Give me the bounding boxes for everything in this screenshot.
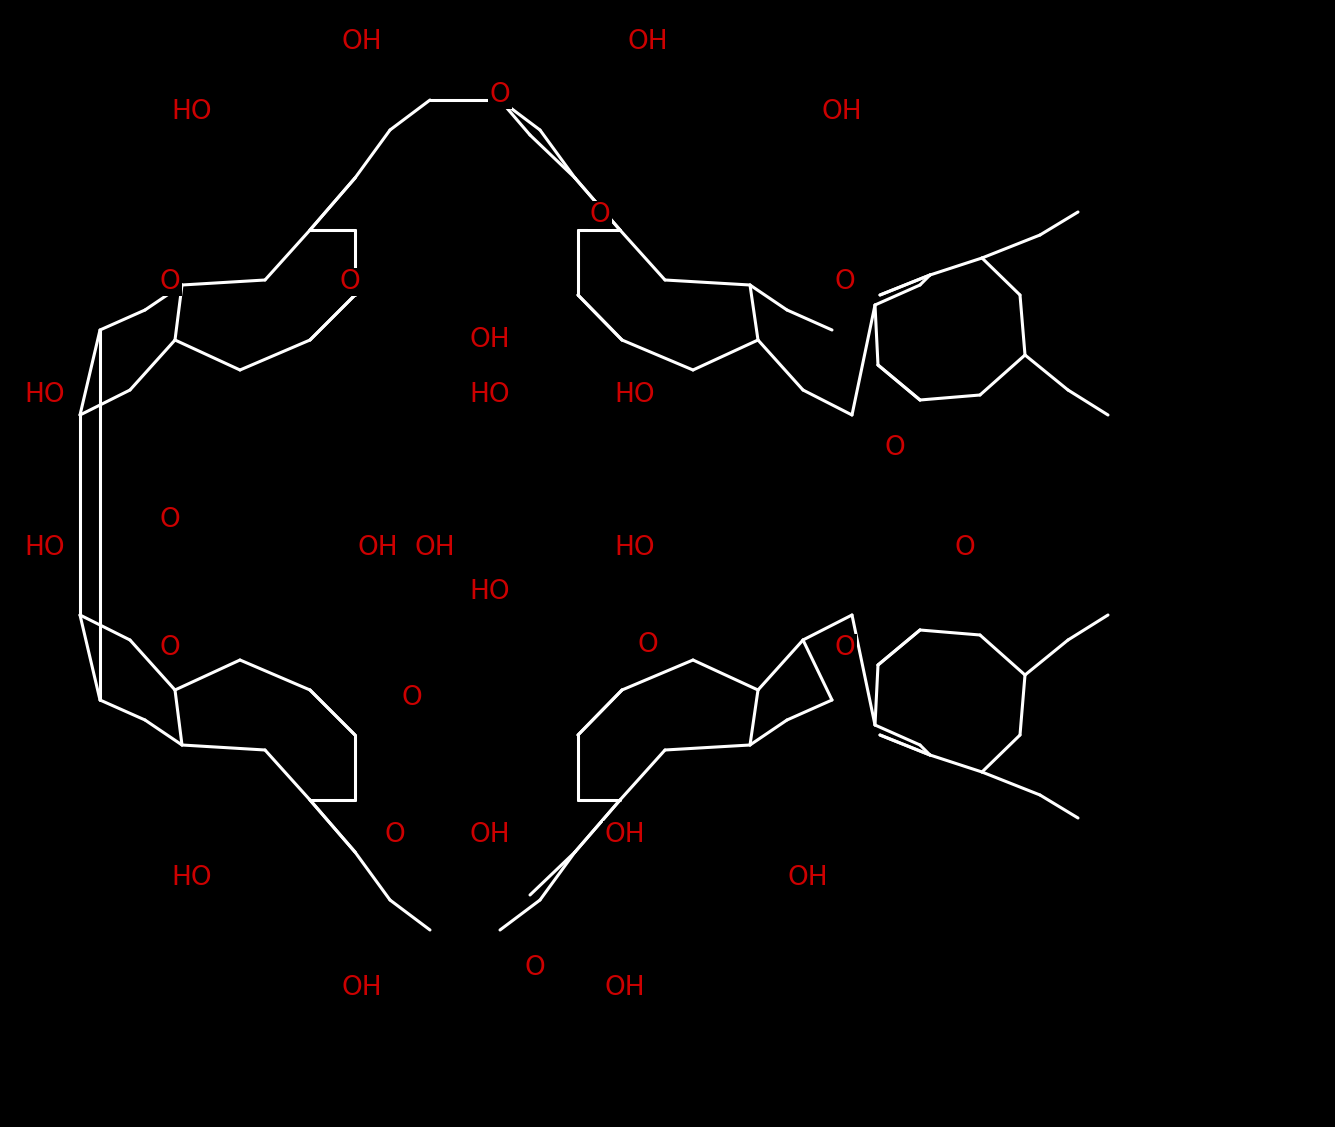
Text: O: O: [525, 955, 546, 980]
Text: HO: HO: [614, 382, 655, 408]
Text: O: O: [834, 635, 856, 662]
Text: OH: OH: [470, 822, 510, 848]
Text: O: O: [638, 632, 658, 658]
Text: OH: OH: [627, 29, 669, 55]
Text: OH: OH: [342, 29, 382, 55]
Text: HO: HO: [614, 535, 655, 561]
Text: O: O: [834, 269, 856, 295]
Text: O: O: [402, 685, 422, 711]
Text: OH: OH: [821, 99, 862, 125]
Text: HO: HO: [470, 382, 510, 408]
Text: OH: OH: [605, 975, 645, 1001]
Text: HO: HO: [172, 99, 212, 125]
Text: HO: HO: [470, 579, 510, 605]
Text: O: O: [339, 269, 360, 295]
Text: OH: OH: [605, 822, 645, 848]
Text: OH: OH: [342, 975, 382, 1001]
Text: HO: HO: [24, 382, 65, 408]
Text: HO: HO: [172, 866, 212, 891]
Text: O: O: [384, 822, 406, 848]
Text: O: O: [160, 635, 180, 662]
Text: OH: OH: [358, 535, 398, 561]
Text: HO: HO: [24, 535, 65, 561]
Text: OH: OH: [470, 327, 510, 353]
Text: O: O: [590, 202, 610, 228]
Text: O: O: [885, 435, 905, 461]
Text: O: O: [490, 82, 510, 108]
Text: O: O: [955, 535, 976, 561]
Text: OH: OH: [788, 866, 828, 891]
Text: O: O: [160, 507, 180, 533]
Text: OH: OH: [415, 535, 455, 561]
Text: O: O: [160, 269, 180, 295]
